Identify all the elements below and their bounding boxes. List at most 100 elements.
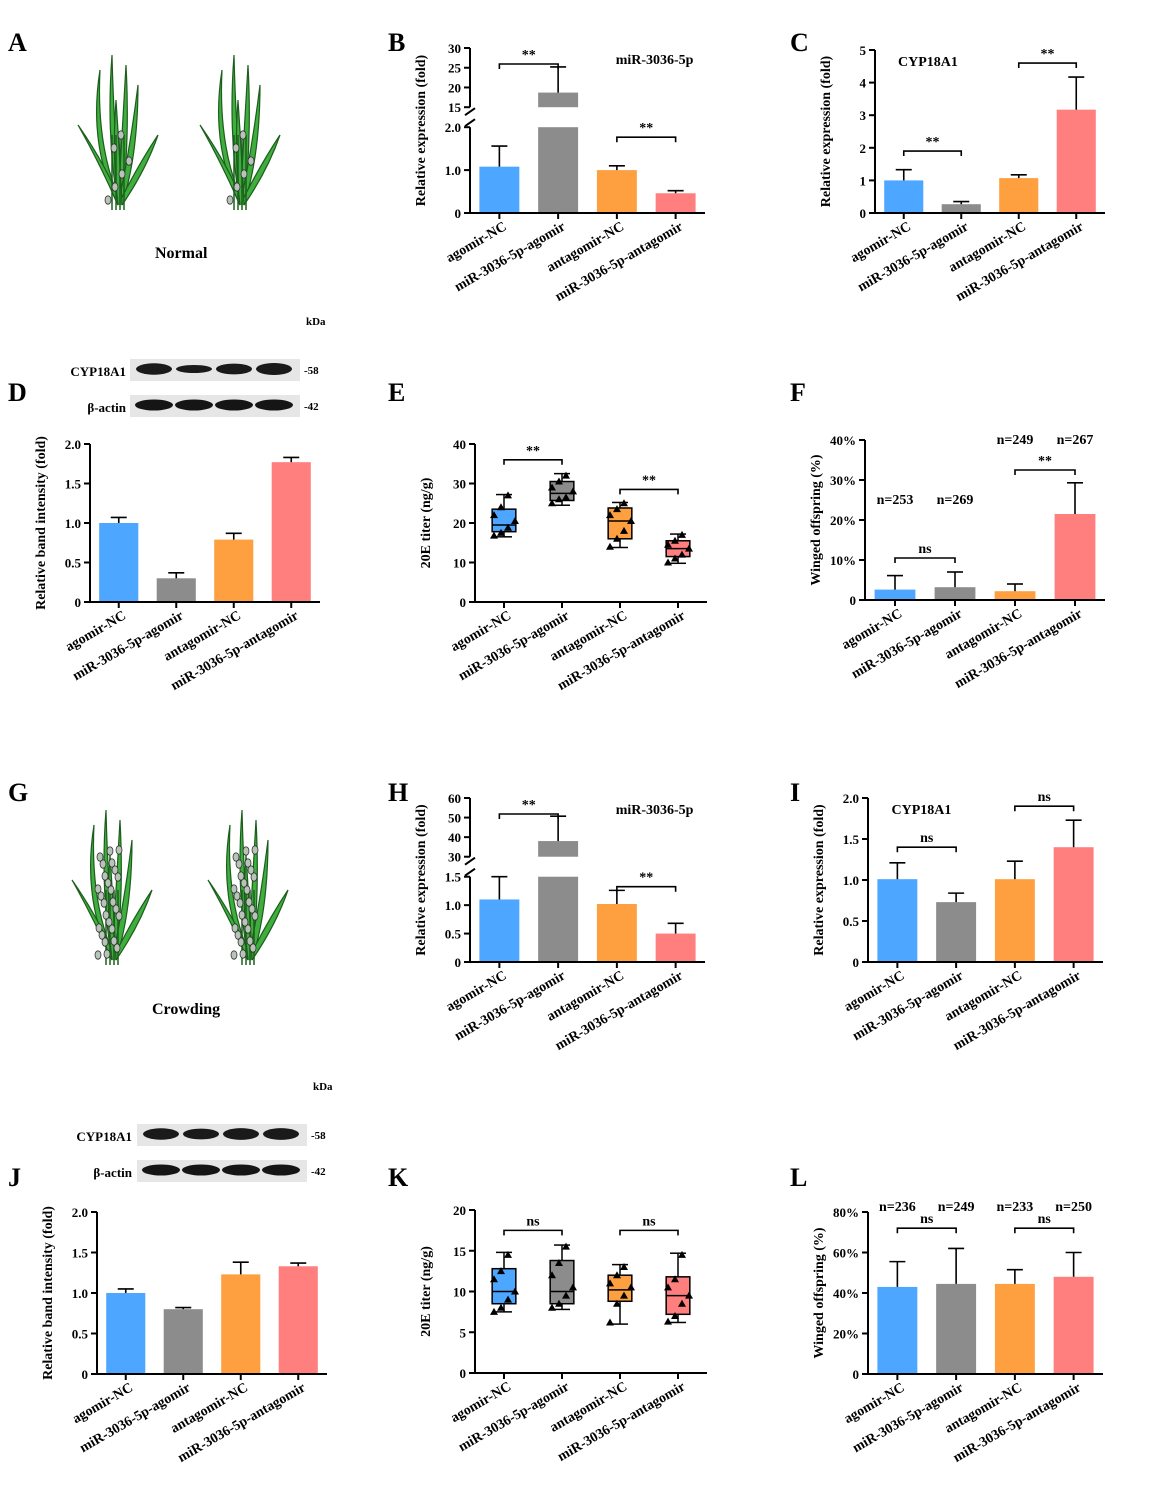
data-point — [555, 477, 563, 485]
aphid-mark — [251, 911, 259, 921]
aphid-mark — [233, 182, 241, 192]
data-point — [562, 1291, 570, 1299]
sig-bracket — [902, 150, 963, 157]
y-tick-label: 80% — [833, 1205, 859, 1220]
y-tick-label: 0 — [82, 1367, 89, 1382]
bar-lower — [538, 127, 579, 213]
data-point — [497, 1267, 505, 1275]
y-tick-label: 50 — [448, 811, 461, 826]
aphid-mark — [237, 871, 245, 881]
data-point — [490, 1307, 498, 1315]
y-tick-label: 2.0 — [445, 120, 461, 135]
wb-strip-actin — [130, 395, 300, 417]
aphid-mark — [101, 937, 109, 947]
y-axis-label: Relative band intensity (fold) — [34, 436, 49, 610]
data-point — [555, 1258, 563, 1266]
wb-band-target — [176, 364, 212, 374]
data-point — [548, 1303, 556, 1311]
data-point — [606, 1279, 614, 1287]
y-tick-label: 2 — [860, 141, 867, 156]
data-point — [548, 499, 556, 507]
bar — [994, 1283, 1035, 1374]
bar — [934, 587, 976, 600]
sig-label: ** — [926, 135, 940, 150]
bar — [596, 904, 637, 962]
sig-label: ** — [1041, 47, 1055, 62]
y-tick-label: 30 — [448, 850, 461, 865]
data-point — [678, 1299, 686, 1307]
axis-break-mark — [464, 856, 476, 866]
y-tick-label: 25 — [448, 61, 462, 76]
sig-bracket — [1014, 805, 1075, 812]
aphid-mark — [111, 182, 119, 192]
x-tick-label: miR-3036-5p-agomir — [850, 968, 966, 1044]
data-point — [664, 540, 672, 548]
aphid-mark — [108, 858, 116, 868]
n-label: n=233 — [996, 1200, 1033, 1215]
data-point — [627, 1283, 635, 1291]
y-tick-label: 40 — [453, 437, 466, 452]
sig-label: ns — [920, 831, 934, 846]
aphid-mark — [112, 904, 120, 914]
y-axis-label: Relative expression (fold) — [414, 804, 429, 956]
panel-letter-b: B — [388, 28, 406, 57]
data-point — [569, 1283, 577, 1291]
bar-upper — [538, 92, 579, 108]
leaf-blade — [247, 839, 269, 961]
data-point — [548, 1271, 556, 1279]
data-point — [678, 550, 686, 558]
n-label: n=236 — [879, 1200, 916, 1215]
leaf-blade — [239, 134, 281, 206]
y-tick-label: 5 — [860, 43, 867, 58]
wb-marker-58: -58 — [304, 365, 319, 377]
y-tick-label: 0 — [460, 1366, 467, 1381]
y-tick-label: 3 — [860, 108, 867, 123]
y-tick-label: 2.0 — [65, 437, 81, 452]
bar — [994, 591, 1036, 600]
sig-bracket — [619, 488, 679, 495]
data-point — [613, 1299, 621, 1307]
aphid-mark — [232, 143, 240, 153]
bar — [877, 1286, 918, 1374]
plant-normal-2 — [199, 54, 281, 210]
wb-band-actin — [255, 399, 293, 411]
y-tick-label: 20 — [448, 80, 461, 95]
chart-i: 00.51.01.52.0nsnsCYP18A1agomir-NCmiR-303… — [812, 790, 1103, 1054]
aphid-mark — [233, 891, 241, 901]
y-tick-label: 1.0 — [843, 873, 859, 888]
plant-crowding-1 — [71, 809, 153, 965]
bar — [1056, 109, 1096, 213]
aphid-mark — [109, 897, 117, 907]
aphid-mark — [107, 885, 115, 895]
sig-bracket — [498, 813, 559, 819]
aphid-mark — [239, 949, 247, 959]
sig-label: ** — [639, 871, 653, 886]
bar — [106, 1293, 146, 1374]
x-tick-label: miR-3036-5p-agomir — [452, 219, 568, 295]
data-point — [555, 1299, 563, 1307]
y-axis-label: 20E titer (ng/g) — [419, 477, 434, 568]
y-tick-label: 0 — [860, 206, 867, 221]
data-point — [664, 1317, 672, 1325]
panel-letter-i: I — [790, 778, 801, 807]
data-point — [569, 487, 577, 495]
y-tick-label: 1.5 — [843, 832, 860, 847]
aphid-mark — [97, 891, 105, 901]
bar-upper — [538, 841, 579, 857]
n-label: n=269 — [937, 493, 974, 508]
box — [491, 1267, 517, 1305]
y-tick-label: 0 — [853, 955, 860, 970]
box — [491, 508, 517, 533]
data-point — [620, 499, 628, 507]
leaf-blade — [239, 84, 261, 206]
y-tick-label: 20 — [453, 1203, 466, 1218]
y-tick-label: 30 — [448, 41, 461, 56]
bar — [214, 539, 254, 602]
bar — [596, 170, 637, 213]
y-tick-label: 0 — [75, 595, 82, 610]
wb-kda-label: kDa — [306, 316, 326, 328]
leaf-blade — [111, 839, 133, 961]
